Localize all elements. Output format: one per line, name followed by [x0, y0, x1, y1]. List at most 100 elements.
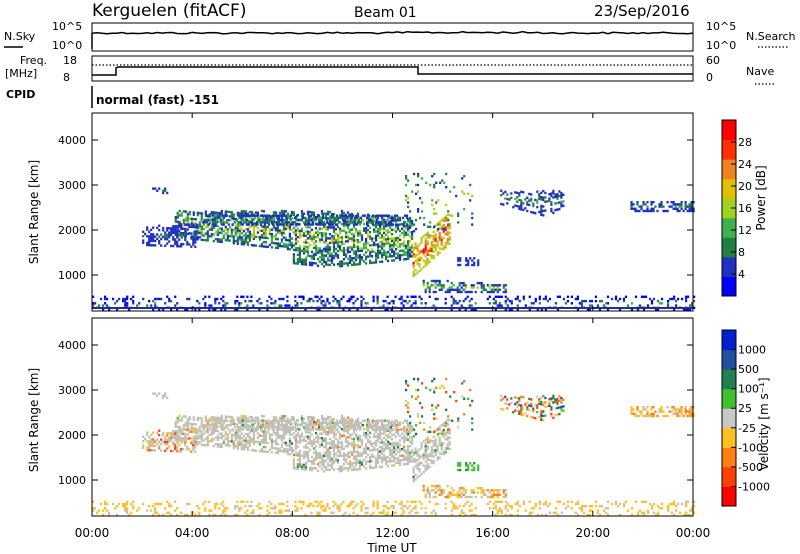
power-cell: [194, 230, 197, 233]
velocity-cell: [368, 426, 371, 429]
power-cell: [530, 197, 533, 201]
velocity-cell: [407, 453, 410, 457]
velocity-cell: [512, 411, 515, 414]
velocity-cell: [360, 443, 364, 446]
velocity-cell: [393, 433, 396, 436]
power-cell: [459, 263, 462, 267]
velocity-cell: [333, 421, 337, 425]
velocity-cell: [426, 456, 429, 459]
power-cell: [582, 299, 585, 303]
power-cell: [196, 236, 199, 240]
velocity-cell: [288, 446, 291, 449]
velocity-cell: [351, 419, 355, 422]
power-cell: [366, 221, 369, 224]
velocity-cell: [304, 468, 308, 471]
velocity-cell: [306, 450, 310, 454]
power-cell: [290, 243, 293, 247]
velocity-cell: [552, 416, 555, 420]
velocity-cell: [304, 444, 308, 447]
power-cell: [387, 229, 390, 232]
power-cell: [242, 243, 245, 246]
power-cell: [402, 223, 405, 226]
power-cell: [644, 203, 647, 206]
velocity-cell: [306, 459, 310, 463]
power-cell: [536, 308, 539, 312]
power-cell: [281, 218, 284, 222]
power-cell: [409, 239, 412, 243]
power-cell: [672, 207, 675, 210]
power-cell: [288, 304, 291, 307]
velocity-cell: [448, 427, 451, 431]
velocity-cell: [354, 455, 358, 458]
power-cell: [310, 235, 314, 238]
power-cell: [248, 232, 251, 236]
power-cell: [310, 237, 314, 240]
power-cell: [413, 172, 416, 176]
power-cell: [372, 216, 375, 220]
velocity-cell: [228, 420, 231, 423]
power-cell: [240, 231, 243, 235]
power-cell: [422, 279, 425, 283]
power-cell: [375, 239, 378, 242]
power-cell: [377, 227, 380, 231]
power-cell: [467, 192, 470, 195]
power-cell: [236, 224, 239, 228]
power-cell: [264, 234, 267, 237]
velocity-cell: [446, 438, 449, 441]
velocity-cell: [391, 438, 394, 441]
power-cell: [328, 263, 332, 267]
power-cell: [350, 239, 354, 242]
velocity-cell: [354, 468, 358, 471]
power-cell: [382, 221, 385, 224]
power-cell: [194, 241, 197, 244]
power-colorbar-segment: [722, 217, 736, 238]
power-cell: [450, 304, 453, 307]
velocity-heatmap-data: [92, 377, 696, 517]
power-cell: [297, 218, 300, 222]
power-cell: [369, 244, 372, 247]
velocity-cell: [316, 454, 320, 457]
velocity-cell: [490, 495, 493, 499]
power-cell: [279, 214, 282, 217]
velocity-cell: [680, 410, 683, 413]
power-cell: [562, 204, 565, 207]
velocity-cell: [278, 436, 281, 439]
power-cell: [355, 223, 359, 226]
velocity-cell: [333, 426, 337, 429]
power-cell: [347, 223, 351, 226]
power-cell: [184, 238, 187, 242]
velocity-cell: [646, 406, 649, 409]
power-cell: [182, 221, 185, 224]
power-cell: [286, 239, 289, 242]
power-cell: [520, 203, 523, 207]
velocity-cell: [473, 462, 476, 465]
power-cell: [660, 201, 663, 204]
power-cell: [292, 262, 295, 265]
power-cell: [247, 221, 250, 224]
power-cell: [668, 205, 671, 208]
power-cell: [332, 228, 336, 231]
velocity-cell: [678, 408, 681, 411]
power-cell: [552, 189, 555, 193]
power-cell: [302, 258, 306, 262]
velocity-cell: [377, 448, 380, 451]
power-cell: [255, 214, 258, 217]
power-cell: [160, 233, 163, 236]
velocity-cell: [546, 405, 549, 408]
velocity-cell: [225, 419, 228, 422]
power-cell: [332, 226, 336, 229]
power-cell: [433, 183, 436, 187]
power-cell: [351, 218, 355, 222]
velocity-cell: [320, 461, 324, 464]
velocity-cell: [338, 441, 342, 444]
velocity-cell: [379, 437, 382, 440]
power-cell: [687, 295, 690, 298]
power-cell: [205, 218, 208, 222]
power-cell: [414, 244, 417, 247]
velocity-cell: [344, 458, 348, 461]
velocity-cell: [383, 443, 386, 446]
velocity-cell: [262, 432, 265, 436]
power-cell: [318, 247, 322, 250]
power-cell: [420, 239, 423, 242]
power-cell: [433, 172, 436, 176]
